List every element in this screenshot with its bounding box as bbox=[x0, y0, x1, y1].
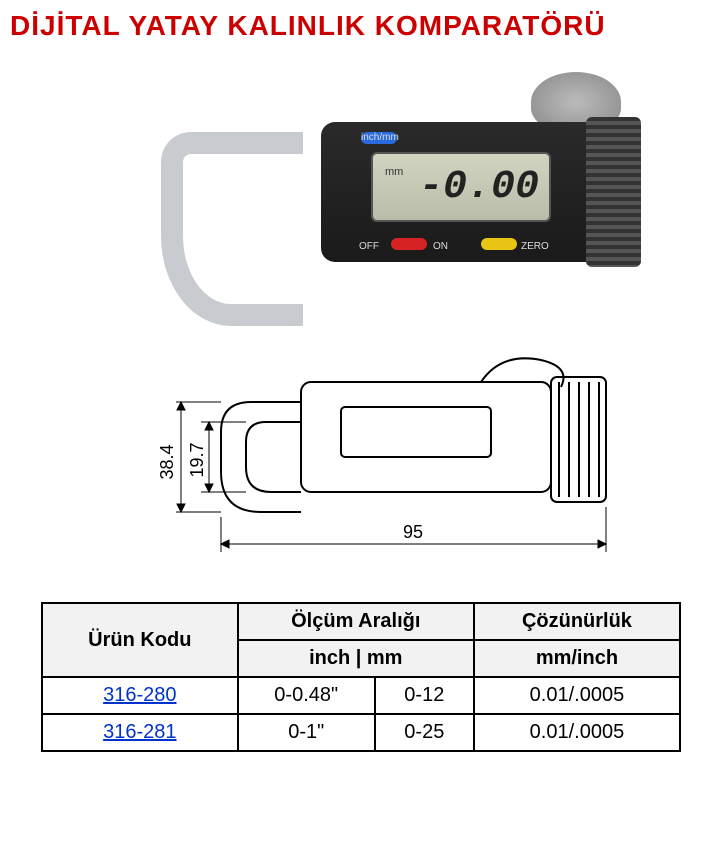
product-link[interactable]: 316-280 bbox=[103, 684, 176, 706]
cell-inch: 0-1" bbox=[238, 714, 375, 751]
lcd-unit: mm bbox=[385, 166, 403, 178]
col-code: Ürün Kodu bbox=[42, 603, 238, 677]
inchmm-label: inch/mm bbox=[361, 132, 399, 143]
cell-res: 0.01/.0005 bbox=[474, 714, 680, 751]
product-link[interactable]: 316-281 bbox=[103, 721, 176, 743]
dim-height-outer: 38.4 bbox=[157, 444, 177, 479]
col-resolution-sub: mm/inch bbox=[474, 640, 680, 677]
dim-height-inner: 19.7 bbox=[187, 442, 207, 477]
on-label: ON bbox=[433, 241, 448, 252]
cell-mm: 0-12 bbox=[375, 677, 474, 714]
col-range: Ölçüm Aralığı bbox=[238, 603, 474, 640]
col-resolution: Çözünürlük bbox=[474, 603, 680, 640]
dim-width: 95 bbox=[403, 522, 423, 542]
page-title: DİJİTAL YATAY KALINLIK KOMPARATÖRÜ bbox=[10, 10, 712, 42]
off-label: OFF bbox=[359, 241, 379, 252]
cell-mm: 0-25 bbox=[375, 714, 474, 751]
table-row: 316-281 0-1" 0-25 0.01/.0005 bbox=[42, 714, 680, 751]
technical-drawing: 38.4 19.7 95 bbox=[81, 352, 641, 572]
lcd-reading: -0.00 bbox=[419, 165, 539, 210]
cell-res: 0.01/.0005 bbox=[474, 677, 680, 714]
product-illustration: inch/mm mm -0.00 OFF ON ZERO bbox=[81, 62, 641, 322]
zero-label: ZERO bbox=[521, 241, 549, 252]
cell-inch: 0-0.48" bbox=[238, 677, 375, 714]
lcd-display: mm -0.00 bbox=[371, 152, 551, 222]
table-header-row: Ürün Kodu Ölçüm Aralığı Çözünürlük bbox=[42, 603, 680, 640]
col-range-sub: inch | mm bbox=[238, 640, 474, 677]
table-row: 316-280 0-0.48" 0-12 0.01/.0005 bbox=[42, 677, 680, 714]
spec-table: Ürün Kodu Ölçüm Aralığı Çözünürlük inch … bbox=[41, 602, 681, 752]
